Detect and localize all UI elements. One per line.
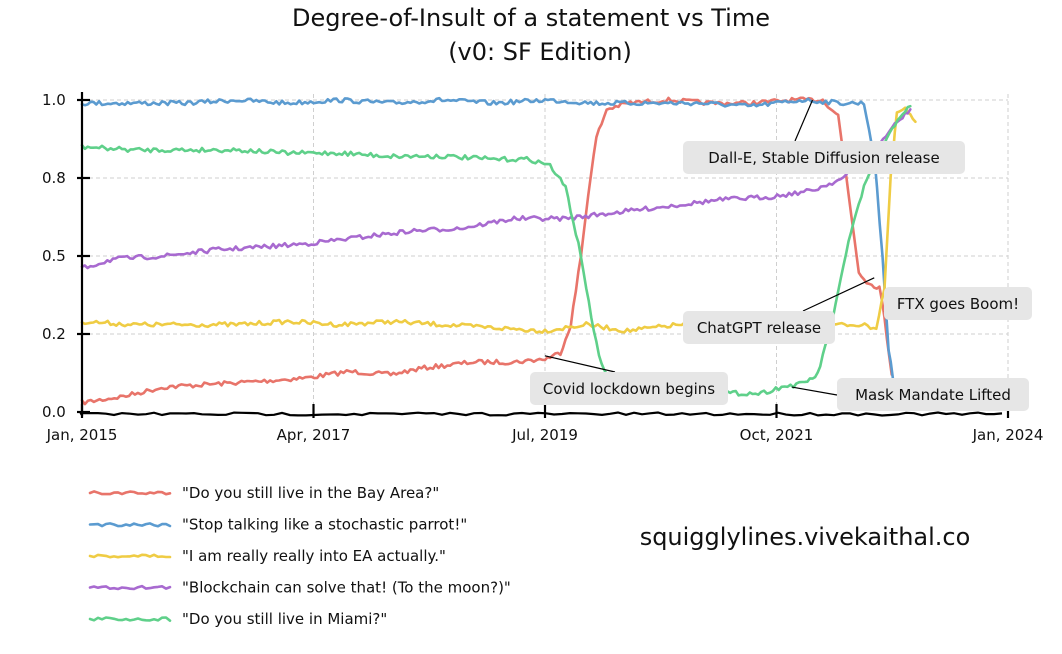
annotation-pointer-4 (791, 386, 838, 396)
legend-swatch-2 (88, 553, 172, 559)
x-tick-label-0: Jan, 2015 (46, 426, 118, 444)
series-line-3 (80, 108, 912, 270)
y-tick-label-1: 0.2 (42, 325, 66, 343)
annotation-pointer-0 (794, 99, 814, 142)
annotation-pointer-1 (802, 277, 875, 312)
series-lines (80, 96, 917, 406)
series-line-4 (80, 104, 912, 397)
y-tick-label-0: 0.0 (42, 403, 66, 421)
x-tick-label-3: Oct, 2021 (740, 426, 814, 444)
annotation-text-3: Covid lockdown begins (543, 380, 715, 398)
legend-swatch-0 (88, 490, 172, 496)
y-tick-label-4: 1.0 (42, 91, 66, 109)
x-axis-line (79, 411, 1003, 417)
legend-swatch-1 (88, 522, 172, 528)
chart-subtitle: (v0: SF Edition) (448, 38, 632, 66)
x-tick-label-1: Apr, 2017 (277, 426, 351, 444)
y-tick-label-3: 0.8 (42, 169, 66, 187)
x-tick-label-2: Jul, 2019 (511, 426, 578, 444)
legend-swatch-3 (88, 584, 172, 591)
annotation-box-3 (530, 372, 728, 405)
series-line-1 (80, 96, 895, 379)
y-tick-label-2: 0.5 (42, 247, 66, 265)
axes: 0.0 0.2 0.5 0.8 1.0 Jan, 2015 Apr, 2017 Jul, 20… (42, 91, 1043, 444)
annotations: Dall-E, Stable Diffusion release ChatGPT … (530, 99, 1032, 411)
annotation-pointer-3 (544, 355, 616, 373)
annotation-box-0 (683, 141, 965, 174)
legend-label-0: "Do you still live in the Bay Area?" (182, 484, 439, 502)
series-line-0 (80, 96, 893, 406)
watermark-text: squigglylines.vivekaithal.co (640, 523, 971, 551)
annotation-text-0: Dall-E, Stable Diffusion release (708, 149, 939, 167)
annotation-text-1: ChatGPT release (697, 319, 821, 337)
legend-swatch-4 (88, 616, 172, 622)
annotation-box-1 (683, 311, 835, 344)
annotation-box-2 (884, 287, 1032, 320)
chart-title: Degree-of-Insult of a statement vs Time (292, 4, 770, 32)
annotation-box-4 (837, 378, 1029, 411)
legend-label-2: "I am really really into EA actually." (182, 547, 446, 565)
legend-label-4: "Do you still live in Miami?" (182, 610, 387, 628)
legend: "Do you still live in the Bay Area?" "Sto… (88, 484, 511, 628)
legend-label-3: "Blockchain can solve that! (To the moon… (182, 579, 511, 597)
x-tick-label-4: Jan, 2024 (972, 426, 1044, 444)
annotation-text-2: FTX goes Boom! (897, 295, 1019, 313)
legend-label-1: "Stop talking like a stochastic parrot!" (182, 516, 467, 534)
annotation-text-4: Mask Mandate Lifted (855, 386, 1011, 404)
